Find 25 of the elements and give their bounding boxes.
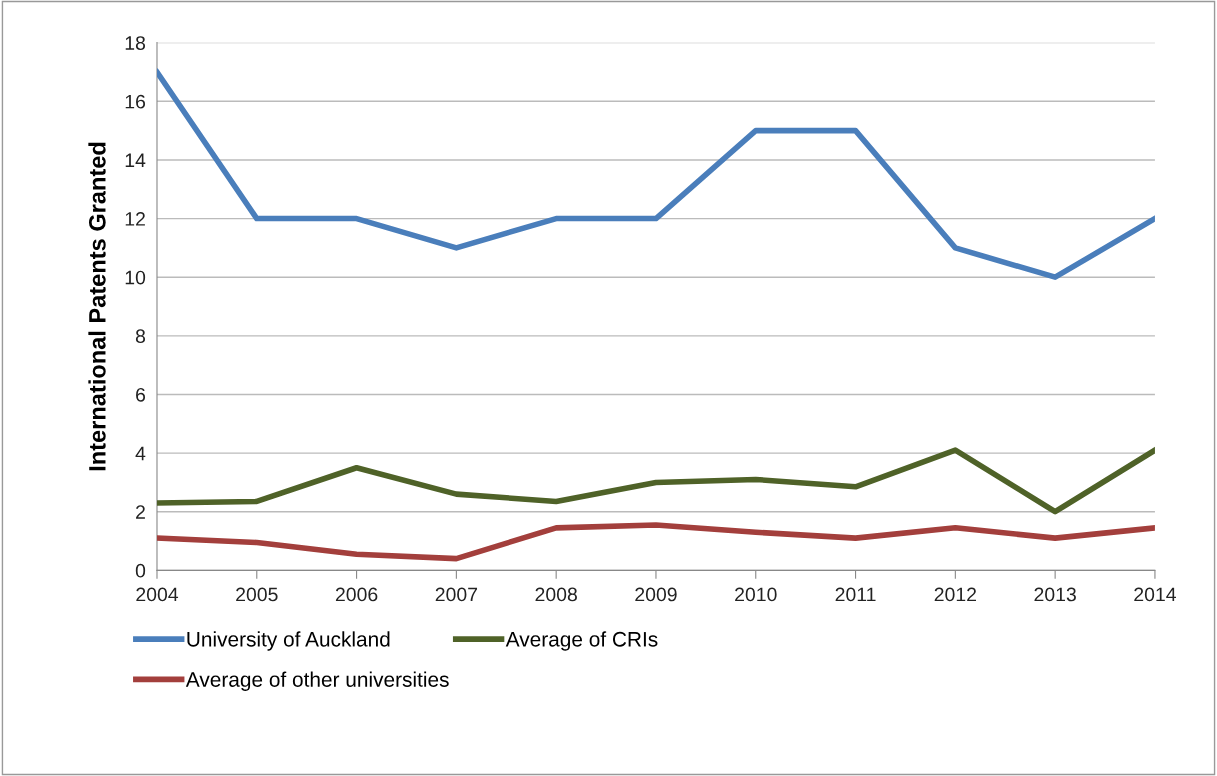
x-tick-label: 2008: [535, 587, 577, 602]
y-tick-label: 16: [125, 94, 146, 109]
x-tick-label: 2007: [435, 587, 478, 602]
x-tick-label: 2005: [236, 587, 278, 602]
x-tick-label: 2009: [635, 587, 677, 602]
y-tick-label: 2: [136, 505, 145, 519]
legend-label: Average of other universities: [185, 671, 449, 691]
y-tick-label: 14: [125, 153, 146, 167]
legend-label: University of Auckland: [187, 631, 390, 651]
y-tick-label: 10: [125, 270, 146, 285]
y-tick-label: 18: [125, 36, 146, 50]
x-tick-label: 2012: [934, 587, 976, 602]
y-axis-title: International Patents Granted: [88, 142, 106, 471]
y-tick-label: 8: [135, 329, 146, 344]
y-tick-label: 12: [125, 212, 145, 226]
x-tick-label: 2010: [735, 587, 777, 602]
x-tick-label: 2006: [335, 587, 378, 602]
legend-label: Average of CRIs: [505, 631, 658, 651]
x-tick-label: 2004: [136, 587, 179, 602]
x-tick-label: 2011: [835, 587, 876, 602]
y-tick-label: 6: [136, 387, 146, 402]
y-tick-label: 0: [135, 563, 146, 578]
x-tick-label: 2014: [1134, 587, 1176, 602]
x-tick-label: 2013: [1034, 587, 1076, 602]
y-tick-label: 4: [135, 446, 146, 461]
